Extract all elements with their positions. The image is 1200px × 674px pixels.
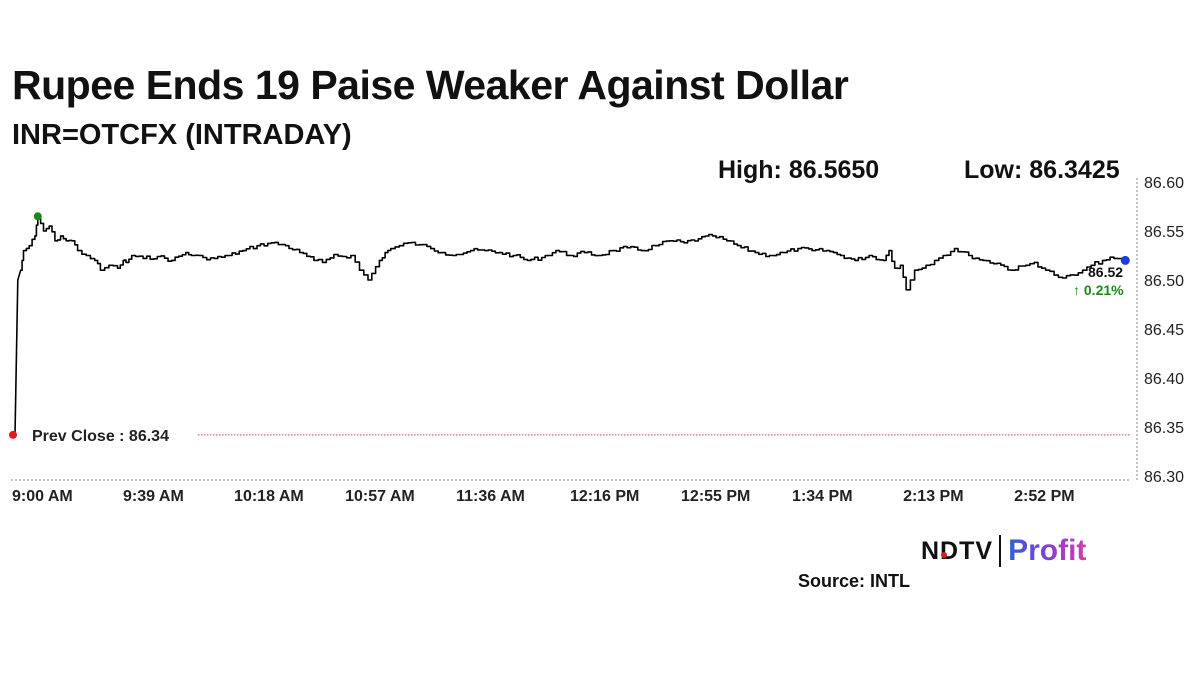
high-value: High: 86.5650 bbox=[718, 156, 880, 184]
y-tick-label: 86.40 bbox=[1144, 371, 1184, 388]
series-line bbox=[14, 215, 1127, 435]
profit-wordmark: Profit bbox=[1008, 534, 1087, 567]
low-value: Low: 86.3425 bbox=[964, 156, 1120, 184]
logo-dot bbox=[941, 551, 947, 558]
last-value-label: 86.52 bbox=[1088, 264, 1123, 280]
x-tick-label: 10:57 AM bbox=[345, 488, 415, 505]
x-tick-label: 2:52 PM bbox=[1014, 488, 1074, 505]
x-axis: 9:00 AM 9:39 AM 10:18 AM 10:57 AM 11:36 AM 12… bbox=[11, 479, 1131, 505]
ndtv-profit-logo: NDTV Profit bbox=[921, 533, 1086, 569]
x-tick-label: 9:00 AM bbox=[12, 488, 73, 505]
x-tick-label: 12:16 PM bbox=[570, 488, 639, 505]
chart-title: Rupee Ends 19 Paise Weaker Against Dolla… bbox=[12, 62, 849, 108]
ndtv-wordmark: NDTV bbox=[921, 536, 994, 565]
x-tick-label: 12:55 PM bbox=[681, 488, 750, 505]
y-tick-label: 86.30 bbox=[1144, 469, 1184, 486]
y-axis: 86.30 86.35 86.40 86.45 86.50 86.55 86.60 bbox=[1136, 175, 1184, 486]
logo-separator bbox=[999, 535, 1002, 567]
y-tick-label: 86.55 bbox=[1144, 224, 1184, 241]
start-point bbox=[9, 430, 17, 439]
y-tick-label: 86.60 bbox=[1144, 175, 1184, 192]
end-point bbox=[1120, 255, 1130, 265]
source-label: Source: INTL bbox=[798, 571, 911, 591]
y-tick-label: 86.50 bbox=[1144, 273, 1184, 290]
chart-subtitle: INR=OTCFX (INTRADAY) bbox=[12, 119, 352, 151]
x-tick-label: 11:36 AM bbox=[456, 488, 525, 505]
x-tick-label: 9:39 AM bbox=[123, 488, 184, 505]
prev-close-label: Prev Close : 86.34 bbox=[32, 428, 169, 445]
x-tick-label: 1:34 PM bbox=[792, 488, 852, 505]
x-tick-label: 2:13 PM bbox=[903, 488, 963, 505]
change-label: ↑ 0.21% bbox=[1073, 282, 1124, 298]
x-tick-label: 10:18 AM bbox=[234, 488, 304, 505]
y-tick-label: 86.45 bbox=[1144, 322, 1184, 339]
y-tick-label: 86.35 bbox=[1144, 420, 1184, 437]
high-point bbox=[33, 212, 42, 221]
